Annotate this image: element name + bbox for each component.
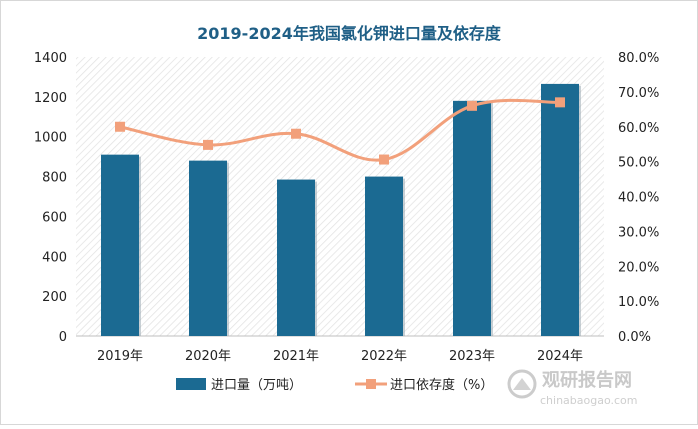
right-tick-label: 70.0% bbox=[618, 86, 659, 101]
x-tick-label: 2024年 bbox=[537, 349, 583, 364]
left-tick-label: 400 bbox=[42, 250, 67, 265]
right-tick-label: 10.0% bbox=[618, 295, 659, 310]
left-tick-label: 1000 bbox=[34, 131, 67, 146]
bar bbox=[453, 100, 491, 336]
left-axis: 0 200 400 600 800 1000 1200 1400 bbox=[34, 51, 67, 345]
left-tick-label: 200 bbox=[42, 290, 67, 305]
right-axis: 0.0% 10.0% 20.0% 30.0% 40.0% 50.0% 60.0% 70.0% 8… bbox=[618, 51, 659, 345]
chart-title: 2019-2024年我国氯化钾进口量及依存度 bbox=[197, 24, 502, 43]
line-marker bbox=[379, 154, 389, 165]
watermark-logo-icon bbox=[507, 369, 537, 399]
bar-series bbox=[101, 83, 581, 337]
watermark-text-en: chinabaogao.com bbox=[540, 394, 638, 407]
left-tick-label: 1200 bbox=[34, 91, 67, 106]
x-axis: 2019年 2020年 2021年 2022年 2023年 2024年 bbox=[97, 349, 583, 364]
x-tick-label: 2023年 bbox=[449, 349, 495, 364]
line-marker bbox=[115, 121, 125, 132]
legend-label-dependency: 进口依存度（%） bbox=[390, 377, 493, 393]
watermark: 观研报告网 chinabaogao.com bbox=[507, 369, 638, 407]
line-marker bbox=[467, 100, 477, 111]
bar bbox=[101, 154, 139, 336]
right-tick-label: 50.0% bbox=[618, 156, 659, 171]
bar bbox=[189, 160, 227, 336]
bar bbox=[541, 83, 579, 337]
line-marker bbox=[291, 128, 301, 139]
line-marker bbox=[555, 97, 565, 108]
right-tick-label: 40.0% bbox=[618, 191, 659, 206]
line-path bbox=[119, 98, 561, 162]
right-tick-label: 80.0% bbox=[618, 51, 659, 66]
right-tick-label: 60.0% bbox=[618, 121, 659, 136]
left-tick-label: 1400 bbox=[34, 51, 67, 66]
watermark-text-cn: 观研报告网 bbox=[542, 369, 632, 391]
bar bbox=[365, 176, 403, 336]
x-tick-label: 2021年 bbox=[273, 349, 319, 364]
left-tick-label: 800 bbox=[42, 171, 67, 186]
legend-label-import-volume: 进口量（万吨） bbox=[211, 378, 302, 393]
right-tick-label: 30.0% bbox=[618, 225, 659, 240]
line-series bbox=[115, 97, 565, 165]
x-tick-label: 2020年 bbox=[185, 349, 231, 364]
legend: 进口量（万吨） 进口依存度（%） bbox=[176, 377, 493, 393]
x-tick-label: 2022年 bbox=[361, 349, 407, 364]
x-tick-label: 2019年 bbox=[97, 349, 143, 364]
left-tick-label: 0 bbox=[59, 330, 67, 345]
legend-marker-dependency bbox=[366, 379, 376, 389]
line-marker bbox=[203, 139, 213, 150]
legend-swatch-import-volume bbox=[176, 378, 206, 390]
bar bbox=[277, 179, 315, 336]
left-tick-label: 600 bbox=[42, 210, 67, 225]
right-tick-label: 20.0% bbox=[618, 260, 659, 275]
plot-area bbox=[76, 57, 604, 336]
right-tick-label: 0.0% bbox=[618, 330, 651, 345]
